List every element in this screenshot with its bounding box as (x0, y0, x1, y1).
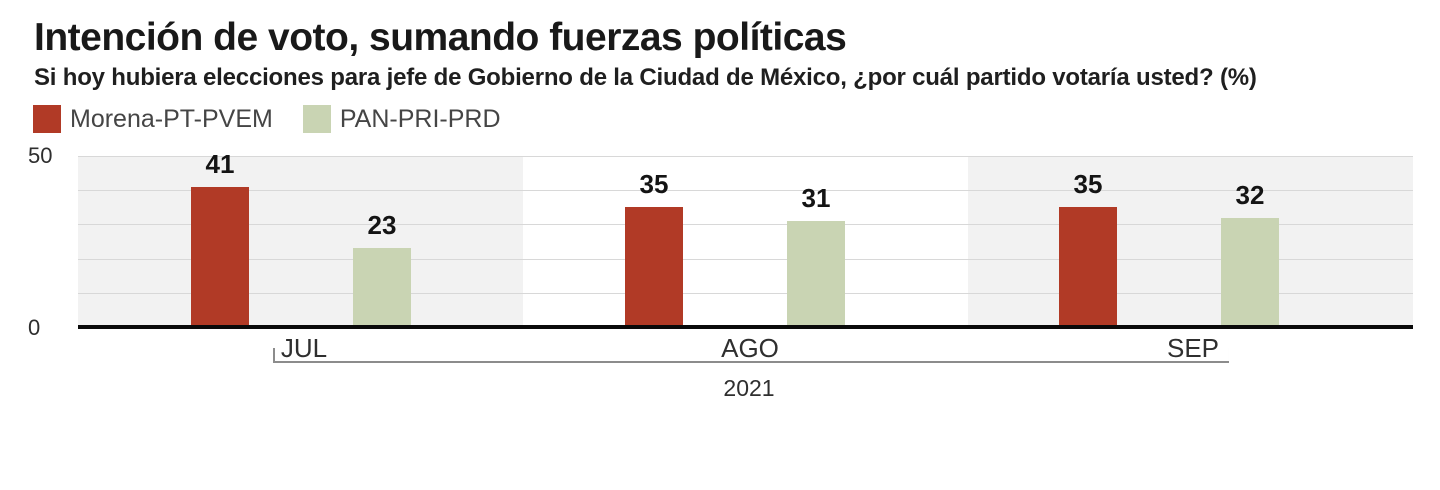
plot-band-jul (78, 156, 523, 327)
legend-item-pan: PAN-PRI-PRD (302, 104, 501, 134)
legend-swatch-morena (33, 105, 61, 133)
legend-label-morena: Morena-PT-PVEM (70, 104, 273, 133)
plot-band-sep (968, 156, 1413, 327)
x-axis-label-ago: AGO (721, 333, 779, 363)
bar-ago-morena-pt-pvem (625, 207, 683, 327)
gridline-10 (78, 292, 1413, 294)
legend-swatch-pan (302, 105, 331, 133)
legend-label-pan: PAN-PRI-PRD (339, 104, 501, 133)
bar-sep-morena-pt-pvem (1059, 207, 1117, 327)
plot-area: 41 35 35 23 31 32 (78, 149, 1413, 329)
gridline-20 (78, 258, 1413, 260)
bar-value-label-ago-pan-pri-prd: 31 (801, 182, 831, 213)
bar-sep-pan-pri-prd (1221, 217, 1279, 327)
bar-value-label-ago-morena-pt-pvem: 35 (639, 169, 669, 200)
x-axis-label-sep: SEP (1156, 335, 1230, 361)
chart-title: Intención de voto, sumando fuerzas polít… (34, 16, 847, 59)
legend-item-morena: Morena-PT-PVEM (33, 105, 273, 134)
gridline-30 (78, 224, 1413, 226)
bar-ago-pan-pri-prd (787, 220, 845, 327)
bar-value-label-jul-pan-pri-prd: 23 (367, 210, 397, 241)
bar-jul-morena-pt-pvem (191, 186, 249, 327)
bar-jul-pan-pri-prd (353, 248, 411, 327)
legend: Morena-PT-PVEM PAN-PRI-PRD (33, 104, 531, 134)
bar-value-label-sep-pan-pri-prd: 32 (1235, 179, 1265, 210)
y-axis-tick-max: 50 (28, 143, 53, 168)
gridline-50 (78, 156, 1413, 157)
x-axis-year-label: 2021 (723, 375, 775, 401)
x-axis-label-jul: JUL (280, 333, 328, 363)
y-axis-tick-zero: 0 (28, 315, 41, 340)
bar-value-label-sep-morena-pt-pvem: 35 (1073, 169, 1103, 200)
plot-band-ago (523, 156, 968, 327)
gridline-40 (78, 190, 1413, 192)
chart-subtitle: Si hoy hubiera elecciones para jefe de G… (34, 64, 1257, 91)
x-axis-line (78, 325, 1413, 329)
bar-value-label-jul-morena-pt-pvem: 41 (205, 148, 235, 179)
